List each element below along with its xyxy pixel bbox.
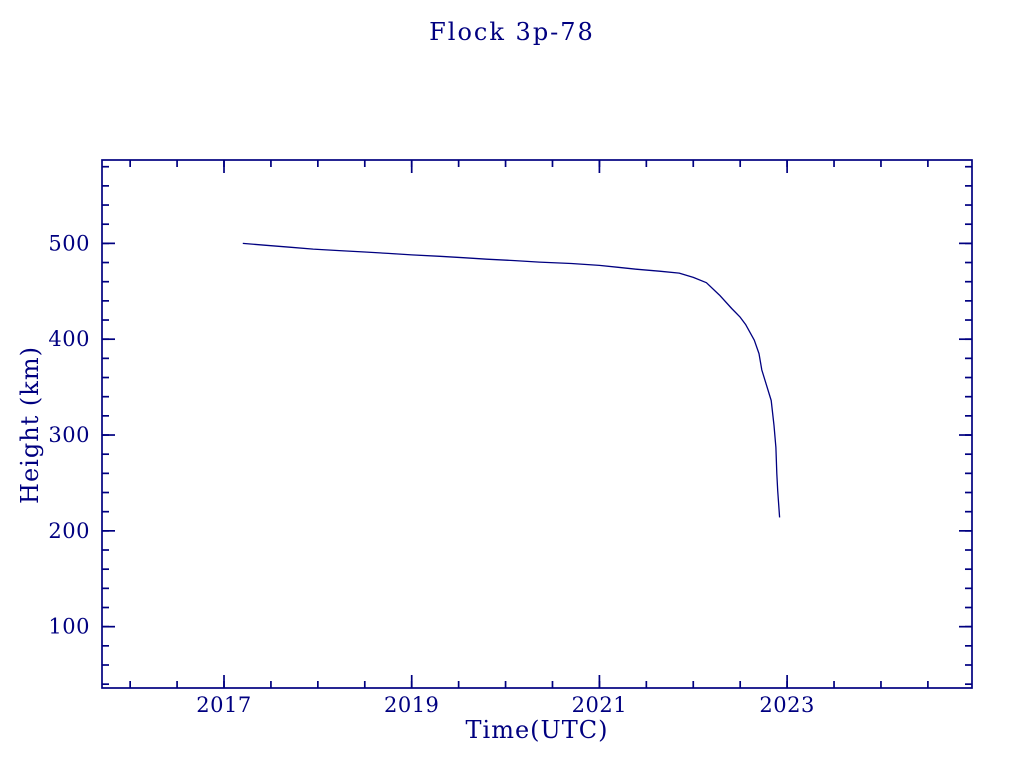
y-axis-label: Height (km) — [16, 346, 44, 504]
x-tick-label: 2021 — [572, 693, 627, 717]
height-curve — [242, 242, 781, 518]
y-tick-label: 200 — [48, 519, 90, 543]
y-tick-label: 500 — [48, 231, 90, 255]
plot-border — [101, 159, 973, 689]
y-tick-label: 300 — [48, 423, 90, 447]
x-tick-label: 2023 — [759, 693, 814, 717]
y-tick-label: 100 — [48, 615, 90, 639]
y-tick-label: 400 — [48, 327, 90, 351]
x-tick-label: 2019 — [384, 693, 439, 717]
chart-title: Flock 3p-78 — [429, 18, 595, 46]
x-tick-label: 2017 — [196, 693, 251, 717]
x-axis-label: Time(UTC) — [465, 716, 609, 744]
